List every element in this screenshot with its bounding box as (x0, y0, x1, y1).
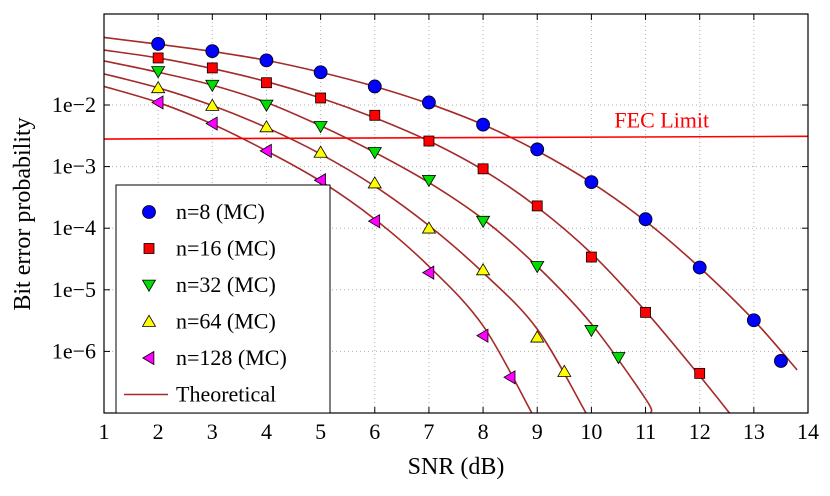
legend-label: n=128 (MC) (176, 345, 287, 370)
x-tick-label: 4 (261, 419, 272, 444)
y-tick-label: 1e−5 (52, 277, 96, 302)
data-point-series-1 (585, 251, 597, 263)
data-point-series-1 (369, 109, 381, 121)
x-tick-label: 13 (743, 419, 765, 444)
data-point-series-1 (640, 306, 651, 318)
data-point-series-1 (261, 77, 272, 89)
legend-box (115, 184, 331, 414)
data-point-series-3 (259, 119, 274, 133)
data-point-series-0 (367, 79, 382, 94)
x-tick-label: 6 (369, 419, 380, 444)
data-point-series-0 (638, 212, 653, 227)
data-point-series-2 (150, 66, 166, 79)
y-tick-label: 1e−4 (52, 215, 96, 240)
data-point-series-2 (421, 174, 437, 188)
x-tick-label: 8 (478, 419, 489, 444)
data-point-series-1 (423, 135, 435, 147)
data-point-series-3 (367, 176, 382, 189)
plot-frame (103, 13, 809, 414)
legend-marker-4 (142, 350, 155, 366)
legend-label: n=8 (MC) (176, 199, 265, 224)
data-point-series-1 (315, 92, 327, 104)
x-tick-label: 10 (580, 419, 602, 444)
legend-label-theoretical: Theoretical (176, 382, 276, 407)
y-tick-label: 1e−2 (52, 92, 96, 117)
mc-markers (150, 37, 788, 385)
data-point-series-0 (774, 354, 788, 368)
legend-marker-0 (142, 205, 156, 219)
x-tick-label: 14 (797, 419, 819, 444)
data-point-series-0 (313, 65, 328, 80)
data-point-series-1 (531, 200, 543, 212)
data-point-series-3 (150, 80, 166, 94)
data-point-series-4 (205, 116, 218, 131)
x-tick-label: 9 (532, 419, 543, 444)
data-point-series-4 (151, 95, 164, 110)
y-axis-label: Bit error probability (10, 117, 36, 310)
y-tick-label: 1e−6 (52, 338, 96, 363)
data-point-series-1 (152, 52, 164, 64)
fec-limit-layer: FEC Limit (103, 108, 809, 140)
data-point-series-3 (205, 98, 220, 111)
data-point-series-1 (477, 163, 489, 175)
x-tick-label: 2 (153, 419, 164, 444)
data-point-series-3 (313, 145, 328, 158)
data-point-series-2 (475, 215, 491, 229)
data-point-series-4 (503, 370, 516, 385)
fec-limit-line (103, 135, 809, 140)
x-axis-label: SNR (dB) (408, 454, 505, 480)
legend: n=8 (MC) n=16 (MC) n=32 (MC) n=64 (MC) n=128… (115, 184, 331, 414)
data-point-series-0 (422, 95, 436, 110)
legend-label: n=64 (MC) (176, 309, 276, 334)
data-point-series-3 (530, 330, 545, 343)
x-tick-label: 7 (423, 419, 434, 444)
data-point-series-3 (421, 221, 437, 234)
data-point-series-0 (692, 260, 707, 275)
data-point-series-0 (205, 44, 220, 58)
legend-marker-3 (141, 314, 157, 327)
data-point-series-0 (530, 142, 545, 157)
legend-label: n=16 (MC) (176, 236, 276, 261)
x-tick-label: 11 (635, 419, 656, 444)
data-point-series-4 (476, 328, 489, 343)
data-point-series-2 (611, 352, 626, 365)
data-point-series-2 (313, 121, 328, 134)
data-point-series-1 (694, 367, 706, 379)
data-point-series-4 (259, 143, 272, 159)
data-point-series-4 (421, 265, 435, 280)
x-tick-label: 1 (99, 419, 110, 444)
x-tick-label: 5 (315, 419, 326, 444)
data-point-series-0 (476, 117, 490, 132)
data-point-series-0 (584, 175, 599, 190)
data-point-series-2 (259, 99, 274, 112)
data-point-series-1 (206, 62, 218, 74)
data-point-series-2 (584, 325, 599, 338)
data-point-series-2 (205, 79, 220, 93)
legend-label: n=32 (MC) (176, 272, 276, 297)
data-point-series-3 (557, 364, 572, 377)
legend-marker-1 (143, 243, 155, 254)
legend-marker-2 (141, 279, 157, 292)
fec-limit-label: FEC Limit (614, 108, 709, 133)
data-point-series-0 (151, 37, 166, 51)
data-point-series-2 (530, 261, 545, 274)
data-point-series-4 (367, 213, 381, 229)
data-point-series-3 (475, 262, 491, 276)
theory-line-series-4 (104, 85, 533, 413)
data-point-series-0 (259, 53, 274, 68)
theory-line-series-3 (104, 73, 587, 413)
y-tick-label: 1e−3 (52, 154, 96, 179)
x-tick-label: 12 (689, 419, 711, 444)
data-point-series-0 (746, 313, 761, 328)
x-tick-label: 3 (207, 419, 218, 444)
data-point-series-2 (367, 147, 382, 160)
data-point-series-4 (313, 173, 326, 188)
